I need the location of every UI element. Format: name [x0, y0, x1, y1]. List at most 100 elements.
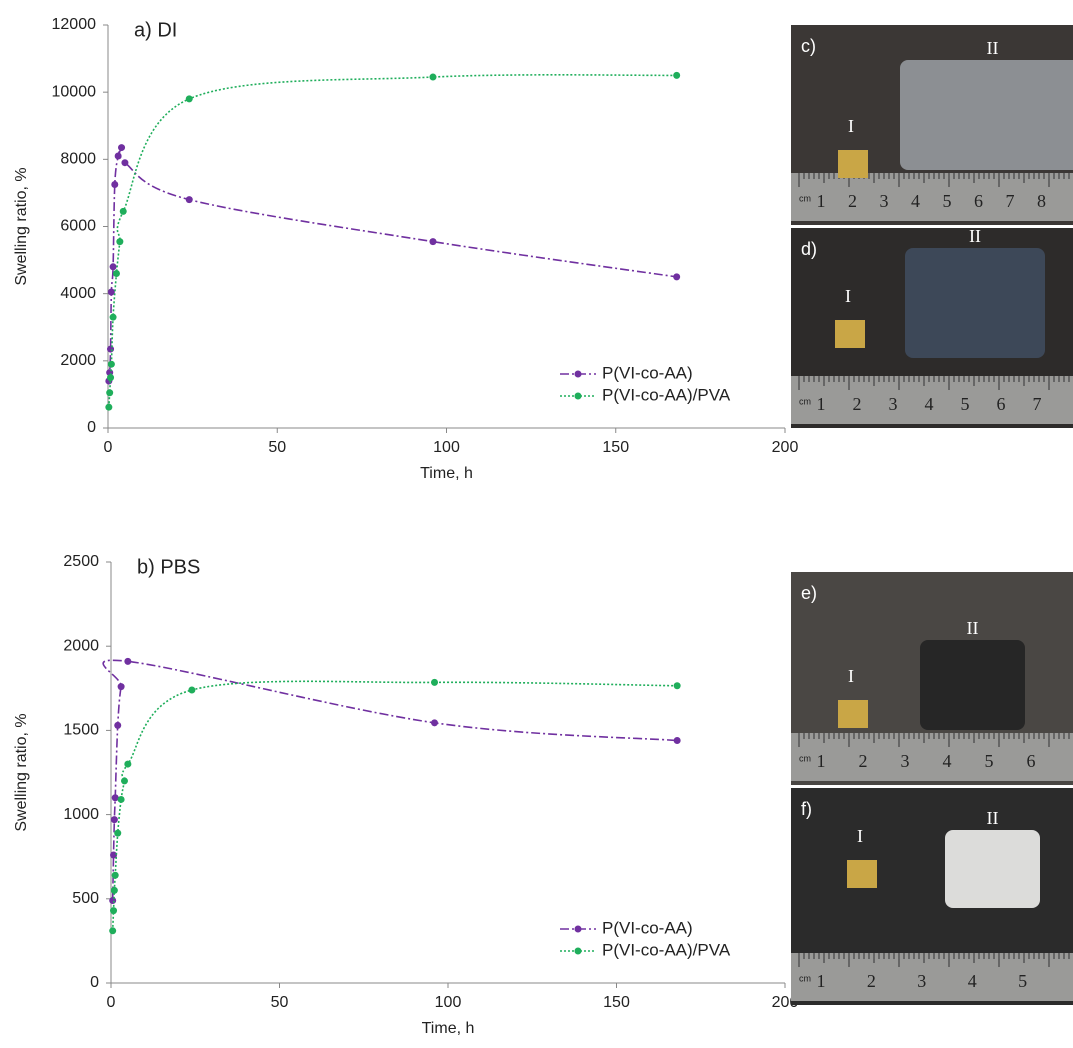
data-point — [108, 288, 115, 295]
sample-two — [905, 248, 1045, 358]
data-point — [118, 683, 125, 690]
sample-two — [945, 830, 1040, 908]
legend-label: P(VI-co-AA) — [602, 363, 693, 382]
ruler-number: 4 — [925, 394, 934, 414]
data-point — [114, 722, 121, 729]
legend-label: P(VI-co-AA)/PVA — [602, 940, 731, 959]
sample-label: I — [845, 286, 851, 306]
y-tick-label: 0 — [90, 974, 99, 991]
data-point — [431, 679, 438, 686]
data-point — [673, 273, 680, 280]
data-point — [112, 872, 119, 879]
x-tick-label: 200 — [772, 439, 799, 456]
ruler-number: 1 — [817, 191, 826, 211]
ruler-number: 7 — [1006, 191, 1015, 211]
sample-one — [847, 860, 877, 888]
data-point — [124, 658, 131, 665]
data-point — [188, 686, 195, 693]
y-tick-label: 2000 — [60, 352, 96, 369]
ruler-number: 1 — [817, 751, 826, 771]
series-line — [109, 147, 677, 381]
data-point — [115, 152, 122, 159]
data-point — [113, 270, 120, 277]
ruler-number: 3 — [917, 971, 926, 991]
photo: cm123456e)III — [791, 572, 1073, 785]
ruler-unit: cm — [799, 193, 811, 203]
panel-label: c) — [801, 36, 816, 56]
data-point — [107, 346, 114, 353]
y-axis-label: Swelling ratio, % — [13, 167, 30, 285]
legend-marker — [575, 948, 582, 955]
data-point — [110, 907, 117, 914]
ruler-unit: cm — [799, 973, 811, 983]
sample-label: I — [848, 666, 854, 686]
legend-marker — [575, 926, 582, 933]
data-point — [109, 897, 116, 904]
data-point — [111, 816, 118, 823]
y-tick-label: 8000 — [60, 151, 96, 168]
data-point — [431, 719, 438, 726]
x-axis-label: Time, h — [420, 465, 473, 482]
data-point — [108, 361, 115, 368]
sample-label: II — [967, 618, 979, 638]
x-tick-label: 100 — [435, 994, 462, 1011]
x-tick-label: 0 — [107, 994, 116, 1011]
sample-label: I — [857, 826, 863, 846]
x-tick-label: 150 — [602, 439, 629, 456]
data-point — [186, 196, 193, 203]
y-tick-label: 4000 — [60, 285, 96, 302]
series-line — [113, 681, 677, 930]
ruler-unit: cm — [799, 753, 811, 763]
y-tick-label: 1500 — [63, 722, 99, 739]
panel-title: a) DI — [134, 19, 177, 41]
ruler-number: 7 — [1033, 394, 1042, 414]
y-tick-label: 0 — [87, 419, 96, 436]
ruler — [791, 173, 1073, 221]
data-point — [674, 737, 681, 744]
data-point — [120, 208, 127, 215]
x-tick-label: 100 — [433, 439, 460, 456]
ruler-number: 1 — [817, 971, 826, 991]
figure: 020004000600080001000012000050100150200T… — [0, 0, 1073, 1048]
ruler-number: 2 — [859, 751, 868, 771]
legend-marker — [575, 393, 582, 400]
data-point — [106, 389, 113, 396]
x-tick-label: 50 — [271, 994, 289, 1011]
data-point — [110, 314, 117, 321]
sample-one — [835, 320, 865, 348]
sample-two — [920, 640, 1025, 730]
ruler-number: 4 — [943, 751, 952, 771]
y-tick-label: 10000 — [52, 83, 97, 100]
series-line — [103, 660, 677, 900]
data-point — [114, 830, 121, 837]
ruler-number: 5 — [943, 191, 952, 211]
x-tick-label: 150 — [603, 994, 630, 1011]
y-tick-label: 1000 — [63, 806, 99, 823]
data-point — [429, 74, 436, 81]
y-tick-label: 500 — [72, 890, 99, 907]
data-point — [674, 682, 681, 689]
y-tick-label: 2500 — [63, 553, 99, 570]
panel-label: e) — [801, 583, 817, 603]
ruler-number: 3 — [880, 191, 889, 211]
sample-one — [838, 150, 868, 178]
ruler-number: 2 — [848, 191, 857, 211]
legend-marker — [575, 371, 582, 378]
ruler-number: 4 — [968, 971, 977, 991]
series-line — [109, 75, 677, 407]
sample-label: II — [987, 808, 999, 828]
sample-label: I — [848, 116, 854, 136]
sample-label: II — [969, 226, 981, 246]
panel-title: b) PBS — [137, 556, 200, 578]
x-axis-label: Time, h — [422, 1020, 475, 1037]
y-axis-label: Swelling ratio, % — [13, 713, 30, 831]
legend-label: P(VI-co-AA)/PVA — [602, 385, 731, 404]
y-tick-label: 12000 — [52, 16, 97, 33]
ruler-number: 2 — [867, 971, 876, 991]
sample-label: II — [987, 38, 999, 58]
data-point — [121, 159, 128, 166]
data-point — [186, 95, 193, 102]
data-point — [118, 144, 125, 151]
legend-label: P(VI-co-AA) — [602, 918, 693, 937]
